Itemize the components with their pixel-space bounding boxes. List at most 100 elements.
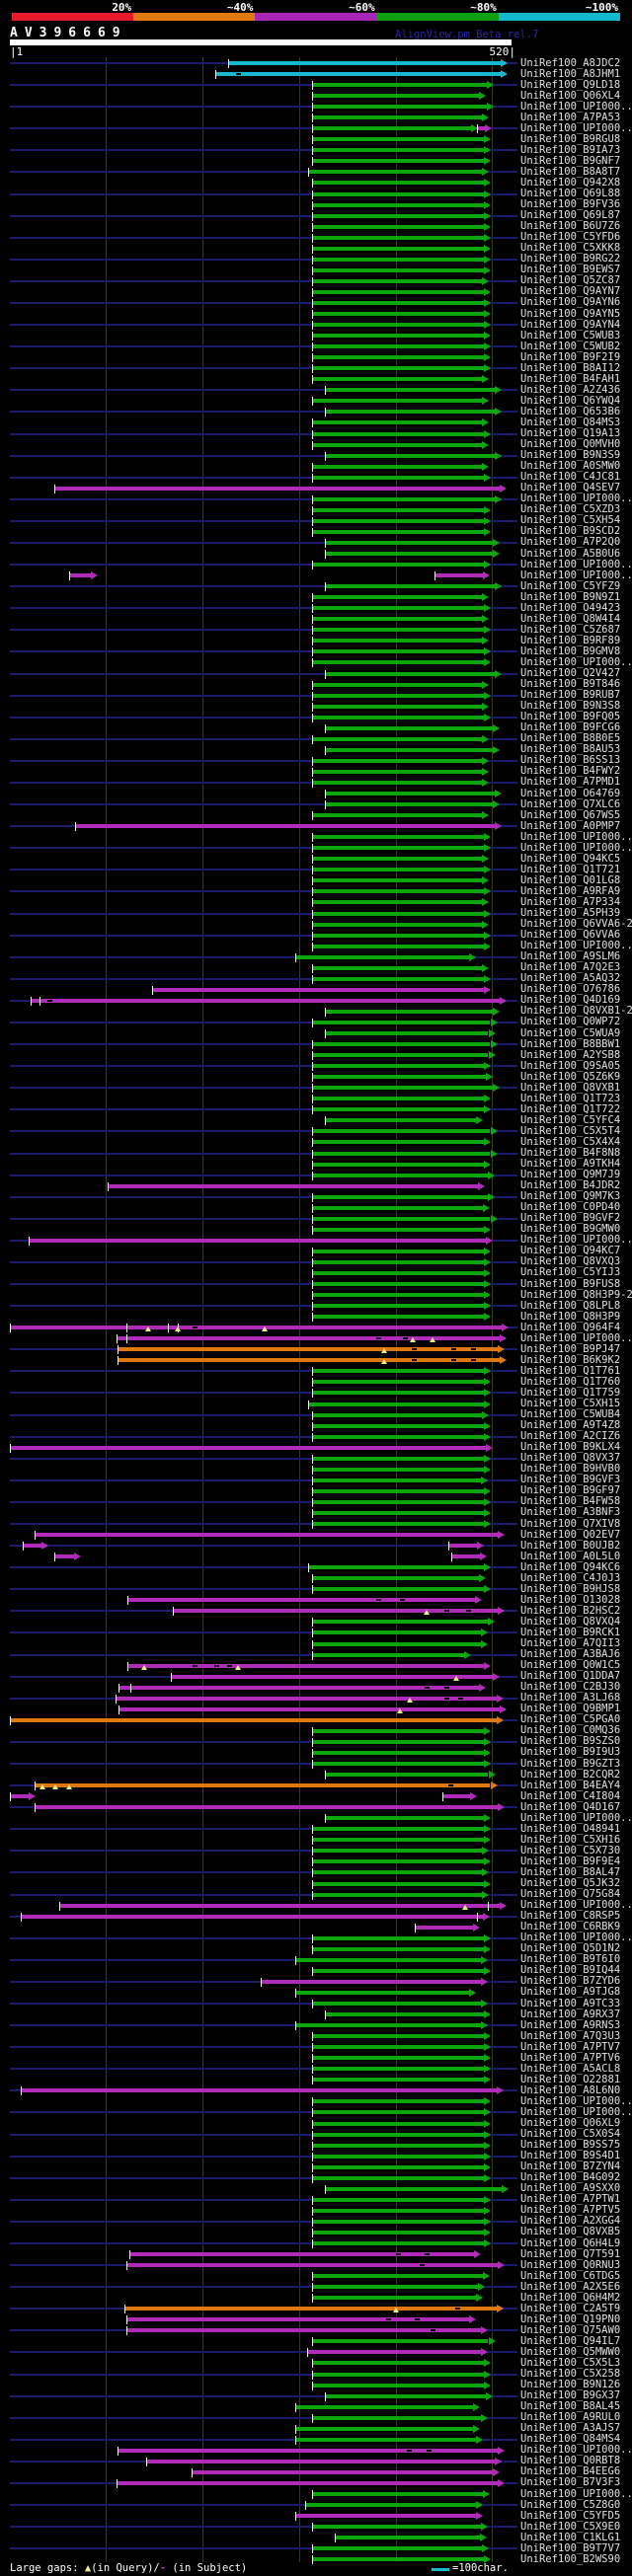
alignment-bar[interactable]: [312, 2110, 484, 2115]
subject-label[interactable]: UniRef100_C2BJ30: [520, 1681, 621, 1694]
alignment-bar[interactable]: [312, 1750, 484, 1755]
alignment-bar[interactable]: [312, 1739, 484, 1744]
subject-label[interactable]: UniRef100_C5X9E0: [520, 2520, 621, 2533]
alignment-bar[interactable]: [312, 1086, 494, 1091]
alignment-bar[interactable]: [312, 1205, 483, 1210]
alignment-bar[interactable]: [312, 606, 484, 611]
subject-label[interactable]: UniRef100_Q4SEV7: [520, 482, 621, 494]
subject-label[interactable]: UniRef100_A3BNF3: [520, 1506, 621, 1519]
subject-label[interactable]: UniRef100_A9TJG8: [520, 1986, 621, 1999]
subject-label[interactable]: UniRef100_C5X0S4: [520, 2128, 621, 2141]
alignment-bar[interactable]: [54, 1554, 74, 1559]
alignment-bar[interactable]: [22, 1544, 42, 1549]
subject-label[interactable]: UniRef100_Q6YWQ4: [520, 394, 621, 407]
alignment-bar[interactable]: [312, 1859, 484, 1864]
alignment-bar[interactable]: [312, 704, 482, 709]
alignment-bar[interactable]: [325, 671, 496, 676]
subject-label[interactable]: UniRef100_C4JC81: [520, 471, 621, 484]
subject-label[interactable]: UniRef100_A0L5L0: [520, 1550, 621, 1562]
alignment-bar[interactable]: [312, 1129, 491, 1134]
alignment-bar[interactable]: [192, 2469, 494, 2474]
alignment-bar[interactable]: [312, 813, 482, 818]
subject-label[interactable]: UniRef100_B0UJB2: [520, 1539, 621, 1552]
alignment-bar[interactable]: [312, 1097, 484, 1101]
subject-label[interactable]: UniRef100_B9GMV8: [520, 644, 621, 657]
subject-label[interactable]: UniRef100_UPI000..: [520, 1932, 632, 1944]
subject-label[interactable]: UniRef100_C5YIJ3: [520, 1266, 621, 1279]
subject-label[interactable]: UniRef100_Q75G84: [520, 1888, 621, 1901]
alignment-bar[interactable]: [312, 464, 482, 469]
alignment-bar[interactable]: [312, 235, 484, 240]
alignment-bar[interactable]: [325, 2186, 503, 2191]
subject-label[interactable]: UniRef100_B2WS90: [520, 2552, 621, 2565]
subject-label[interactable]: UniRef100_UPI000..: [520, 1331, 632, 1344]
alignment-bar[interactable]: [74, 824, 496, 829]
subject-label[interactable]: UniRef100_Q0RNU3: [520, 2258, 621, 2271]
subject-label[interactable]: UniRef100_A3LJ68: [520, 1692, 621, 1705]
alignment-bar[interactable]: [312, 1477, 481, 1482]
alignment-bar[interactable]: [312, 1075, 486, 1080]
subject-label[interactable]: UniRef100_B9KLX4: [520, 1441, 621, 1454]
alignment-bar[interactable]: [151, 987, 484, 992]
subject-label[interactable]: UniRef100_B2HSC2: [520, 1604, 621, 1617]
subject-label[interactable]: UniRef100_Q1DDA7: [520, 1670, 621, 1683]
subject-label[interactable]: UniRef100_A5B0U6: [520, 547, 621, 560]
alignment-bar[interactable]: [312, 889, 484, 894]
subject-label[interactable]: UniRef100_B9SZS0: [520, 1735, 621, 1748]
alignment-bar[interactable]: [127, 1598, 475, 1603]
subject-label[interactable]: UniRef100_Q4D169: [520, 994, 621, 1007]
subject-label[interactable]: UniRef100_Q6VVA6-2: [520, 918, 632, 931]
alignment-bar[interactable]: [312, 1380, 484, 1385]
subject-label[interactable]: UniRef100_B4JDR2: [520, 1179, 621, 1192]
alignment-bar[interactable]: [325, 1009, 494, 1014]
alignment-bar[interactable]: [115, 1696, 498, 1701]
subject-label[interactable]: UniRef100_C5YFC4: [520, 1113, 621, 1126]
subject-label[interactable]: UniRef100_C5WUA9: [520, 1026, 621, 1039]
subject-label[interactable]: UniRef100_B4F8N8: [520, 1147, 621, 1159]
subject-label[interactable]: UniRef100_Q19A13: [520, 427, 621, 440]
subject-label[interactable]: UniRef100_C5X5L3: [520, 2356, 621, 2369]
subject-label[interactable]: UniRef100_B9GMW0: [520, 1223, 621, 1236]
subject-label[interactable]: UniRef100_Q06XL4: [520, 89, 621, 102]
alignment-bar[interactable]: [312, 835, 484, 840]
subject-label[interactable]: UniRef100_A2Z436: [520, 383, 621, 396]
alignment-bar[interactable]: [312, 289, 484, 294]
alignment-bar[interactable]: [312, 366, 484, 371]
alignment-bar[interactable]: [117, 1358, 501, 1363]
subject-label[interactable]: UniRef100_B9I9U3: [520, 1746, 621, 1759]
alignment-bar[interactable]: [129, 2252, 474, 2257]
subject-label[interactable]: UniRef100_UPI000..: [520, 940, 632, 952]
alignment-bar[interactable]: [312, 1870, 482, 1875]
subject-label[interactable]: UniRef100_B9GX37: [520, 2389, 621, 2402]
subject-label[interactable]: UniRef100_Q94KC7: [520, 1245, 621, 1257]
subject-label[interactable]: UniRef100_B9F9E4: [520, 1855, 621, 1867]
alignment-bar[interactable]: [312, 431, 484, 436]
alignment-bar[interactable]: [260, 1979, 481, 1984]
subject-label[interactable]: UniRef100_C5YFZ9: [520, 579, 621, 592]
alignment-bar[interactable]: [312, 300, 484, 305]
subject-label[interactable]: UniRef100_A2YSB8: [520, 1048, 621, 1061]
subject-label[interactable]: UniRef100_Q5Z6K9: [520, 1070, 621, 1083]
alignment-bar[interactable]: [294, 2514, 476, 2519]
subject-label[interactable]: UniRef100_A7P334: [520, 895, 621, 908]
subject-label[interactable]: UniRef100_A9TC33: [520, 1997, 621, 2009]
alignment-bar[interactable]: [325, 1816, 484, 1821]
subject-label[interactable]: UniRef100_B9IQ44: [520, 1964, 621, 1977]
alignment-bar[interactable]: [312, 1369, 484, 1374]
alignment-bar[interactable]: [325, 2012, 484, 2017]
alignment-bar[interactable]: [312, 312, 484, 317]
alignment-bar[interactable]: [126, 2317, 469, 2322]
subject-label[interactable]: UniRef100_A2XGG4: [520, 2215, 621, 2228]
alignment-bar[interactable]: [307, 1565, 484, 1570]
subject-label[interactable]: UniRef100_B6SS13: [520, 754, 621, 767]
alignment-bar[interactable]: [35, 1805, 499, 1810]
alignment-bar[interactable]: [312, 518, 484, 523]
subject-label[interactable]: UniRef100_A2X5E6: [520, 2280, 621, 2293]
subject-label[interactable]: UniRef100_B9PJ47: [520, 1342, 621, 1355]
subject-label[interactable]: UniRef100_Q7XIV8: [520, 1517, 621, 1530]
alignment-bar[interactable]: [312, 1510, 484, 1515]
subject-label[interactable]: UniRef100_B8AL47: [520, 1865, 621, 1878]
alignment-bar[interactable]: [312, 2372, 484, 2377]
alignment-bar[interactable]: [307, 170, 482, 175]
subject-label[interactable]: UniRef100_A0PMP7: [520, 819, 621, 832]
